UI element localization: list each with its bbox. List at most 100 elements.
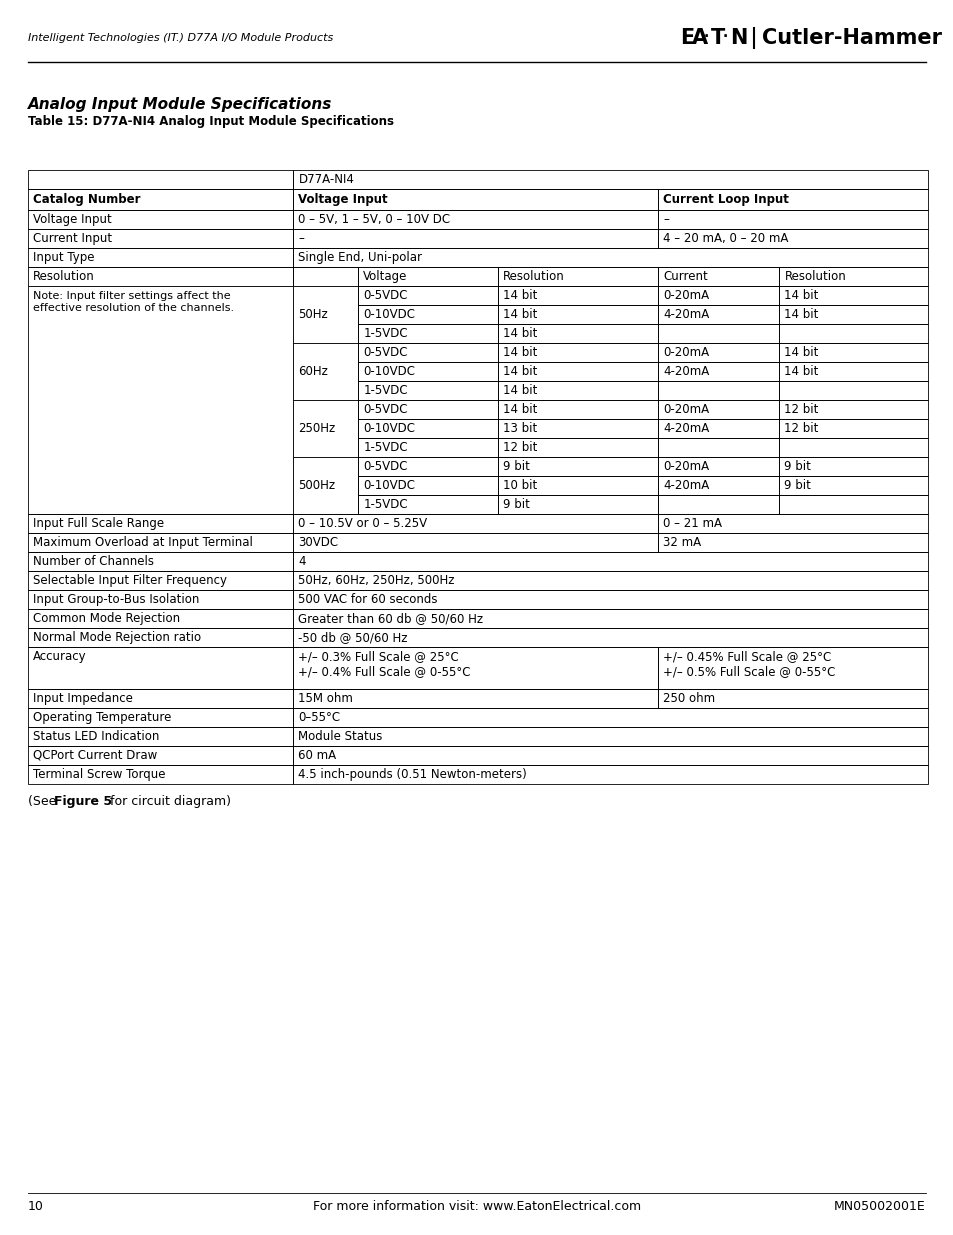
Bar bbox=[358, 419, 497, 438]
Bar bbox=[779, 382, 927, 400]
Text: Resolution: Resolution bbox=[33, 270, 94, 283]
Text: 14 bit: 14 bit bbox=[783, 289, 818, 303]
Bar bbox=[28, 189, 294, 210]
Text: 0 – 10.5V or 0 – 5.25V: 0 – 10.5V or 0 – 5.25V bbox=[298, 517, 427, 530]
Text: 9 bit: 9 bit bbox=[783, 459, 810, 473]
Text: 32 mA: 32 mA bbox=[662, 536, 700, 550]
Text: 14 bit: 14 bit bbox=[502, 327, 537, 340]
Bar bbox=[658, 514, 927, 534]
Bar bbox=[294, 534, 658, 552]
Text: 1-5VDC: 1-5VDC bbox=[363, 384, 408, 396]
Text: 9 bit: 9 bit bbox=[502, 498, 529, 511]
Text: 9 bit: 9 bit bbox=[502, 459, 529, 473]
Text: Catalog Number: Catalog Number bbox=[33, 193, 140, 206]
Bar bbox=[658, 382, 779, 400]
Bar bbox=[658, 210, 927, 228]
Text: QCPort Current Draw: QCPort Current Draw bbox=[33, 748, 157, 762]
Bar bbox=[658, 287, 779, 305]
Text: 1-5VDC: 1-5VDC bbox=[363, 498, 408, 511]
Text: Single End, Uni-polar: Single End, Uni-polar bbox=[298, 251, 422, 264]
Bar bbox=[658, 647, 927, 689]
Bar bbox=[779, 324, 927, 343]
Text: 14 bit: 14 bit bbox=[502, 308, 537, 321]
Text: 500 VAC for 60 seconds: 500 VAC for 60 seconds bbox=[298, 593, 437, 606]
Bar bbox=[28, 746, 294, 764]
Bar bbox=[658, 362, 779, 382]
Text: 10 bit: 10 bit bbox=[502, 479, 537, 492]
Text: Cutler-Hammer: Cutler-Hammer bbox=[761, 28, 941, 48]
Text: A: A bbox=[691, 28, 707, 48]
Text: 14 bit: 14 bit bbox=[502, 384, 537, 396]
Bar bbox=[294, 590, 927, 609]
Bar bbox=[497, 324, 658, 343]
Text: 14 bit: 14 bit bbox=[502, 289, 537, 303]
Text: N: N bbox=[729, 28, 746, 48]
Bar bbox=[658, 534, 927, 552]
Bar bbox=[497, 343, 658, 362]
Text: 4.5 inch-pounds (0.51 Newton-meters): 4.5 inch-pounds (0.51 Newton-meters) bbox=[298, 768, 527, 781]
Text: Input Type: Input Type bbox=[33, 251, 94, 264]
Text: 60Hz: 60Hz bbox=[298, 366, 328, 378]
Bar bbox=[294, 689, 658, 708]
Bar bbox=[497, 400, 658, 419]
Text: -50 db @ 50/60 Hz: -50 db @ 50/60 Hz bbox=[298, 631, 408, 643]
Bar bbox=[358, 362, 497, 382]
Bar bbox=[658, 324, 779, 343]
Bar bbox=[658, 689, 927, 708]
Bar bbox=[779, 475, 927, 495]
Text: 4-20mA: 4-20mA bbox=[662, 422, 708, 435]
Bar bbox=[658, 438, 779, 457]
Bar bbox=[294, 170, 927, 189]
Bar bbox=[358, 305, 497, 324]
Text: 0–55°C: 0–55°C bbox=[298, 711, 340, 724]
Text: 0-10VDC: 0-10VDC bbox=[363, 366, 415, 378]
Bar bbox=[28, 210, 294, 228]
Text: Current Loop Input: Current Loop Input bbox=[662, 193, 788, 206]
Text: Input Impedance: Input Impedance bbox=[33, 692, 132, 705]
Text: 0-10VDC: 0-10VDC bbox=[363, 308, 415, 321]
Text: Status LED Indication: Status LED Indication bbox=[33, 730, 159, 743]
Text: –: – bbox=[298, 232, 304, 245]
Text: 12 bit: 12 bit bbox=[783, 422, 818, 435]
Bar bbox=[294, 248, 927, 267]
Bar bbox=[779, 362, 927, 382]
Text: 4: 4 bbox=[298, 555, 306, 568]
Text: ·: · bbox=[722, 30, 727, 44]
Bar bbox=[294, 609, 927, 629]
Text: Input Full Scale Range: Input Full Scale Range bbox=[33, 517, 164, 530]
Text: 0-20mA: 0-20mA bbox=[662, 459, 708, 473]
Bar bbox=[294, 514, 658, 534]
Text: Intelligent Technologies (IT.) D77A I/O Module Products: Intelligent Technologies (IT.) D77A I/O … bbox=[28, 33, 333, 43]
Text: E: E bbox=[679, 28, 694, 48]
Text: 0 – 21 mA: 0 – 21 mA bbox=[662, 517, 721, 530]
Text: 0-20mA: 0-20mA bbox=[662, 346, 708, 359]
Bar bbox=[28, 629, 294, 647]
Text: –: – bbox=[662, 212, 668, 226]
Bar bbox=[294, 552, 927, 571]
Text: 14 bit: 14 bit bbox=[783, 366, 818, 378]
Bar bbox=[294, 647, 658, 689]
Text: Common Mode Rejection: Common Mode Rejection bbox=[33, 613, 180, 625]
Bar bbox=[497, 457, 658, 475]
Text: 60 mA: 60 mA bbox=[298, 748, 336, 762]
Text: Number of Channels: Number of Channels bbox=[33, 555, 153, 568]
Bar bbox=[779, 419, 927, 438]
Bar bbox=[358, 324, 497, 343]
Bar bbox=[779, 438, 927, 457]
Text: 0-5VDC: 0-5VDC bbox=[363, 289, 407, 303]
Text: 0 – 5V, 1 – 5V, 0 – 10V DC: 0 – 5V, 1 – 5V, 0 – 10V DC bbox=[298, 212, 450, 226]
Bar bbox=[28, 267, 294, 287]
Text: 50Hz, 60Hz, 250Hz, 500Hz: 50Hz, 60Hz, 250Hz, 500Hz bbox=[298, 574, 455, 587]
Bar bbox=[358, 457, 497, 475]
Text: 10: 10 bbox=[28, 1200, 44, 1214]
Text: Resolution: Resolution bbox=[783, 270, 845, 283]
Bar bbox=[658, 267, 779, 287]
Text: 14 bit: 14 bit bbox=[783, 346, 818, 359]
Bar bbox=[497, 362, 658, 382]
Text: 14 bit: 14 bit bbox=[502, 403, 537, 416]
Bar bbox=[294, 764, 927, 784]
Text: Analog Input Module Specifications: Analog Input Module Specifications bbox=[28, 98, 332, 112]
Text: Voltage Input: Voltage Input bbox=[298, 193, 388, 206]
Bar bbox=[28, 609, 294, 629]
Bar bbox=[358, 495, 497, 514]
